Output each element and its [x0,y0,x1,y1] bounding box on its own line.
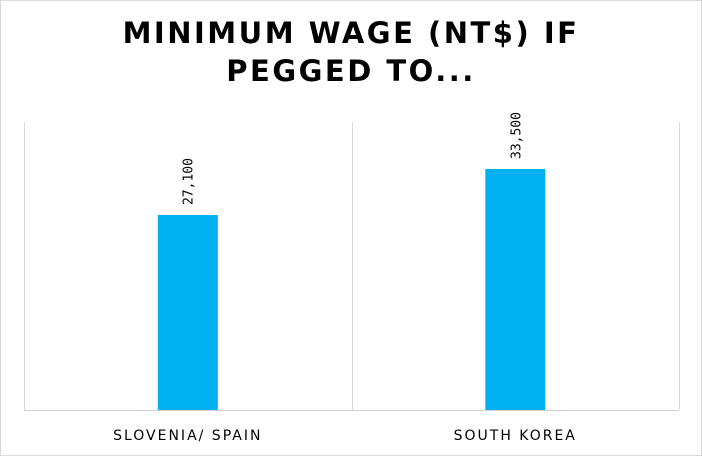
data-label: 27,100 [182,158,197,205]
category-label: SOUTH KOREA [454,428,577,444]
bars-group [157,169,546,410]
category-labels-group: SLOVENIA/ SPAIN SOUTH KOREA [113,428,577,444]
category-label: SLOVENIA/ SPAIN [113,428,262,444]
chart-title-line-2: PEGGED TO... [226,54,476,88]
chart-title-line-1: MINIMUM WAGE (NT$) IF [122,16,580,50]
bar [485,169,546,410]
category-gridlines [24,122,680,410]
data-labels-group: 27,100 33,500 [182,112,525,205]
data-label: 33,500 [509,112,524,159]
bar [157,215,218,410]
chart-title: MINIMUM WAGE (NT$) IF PEGGED TO... [0,14,702,90]
